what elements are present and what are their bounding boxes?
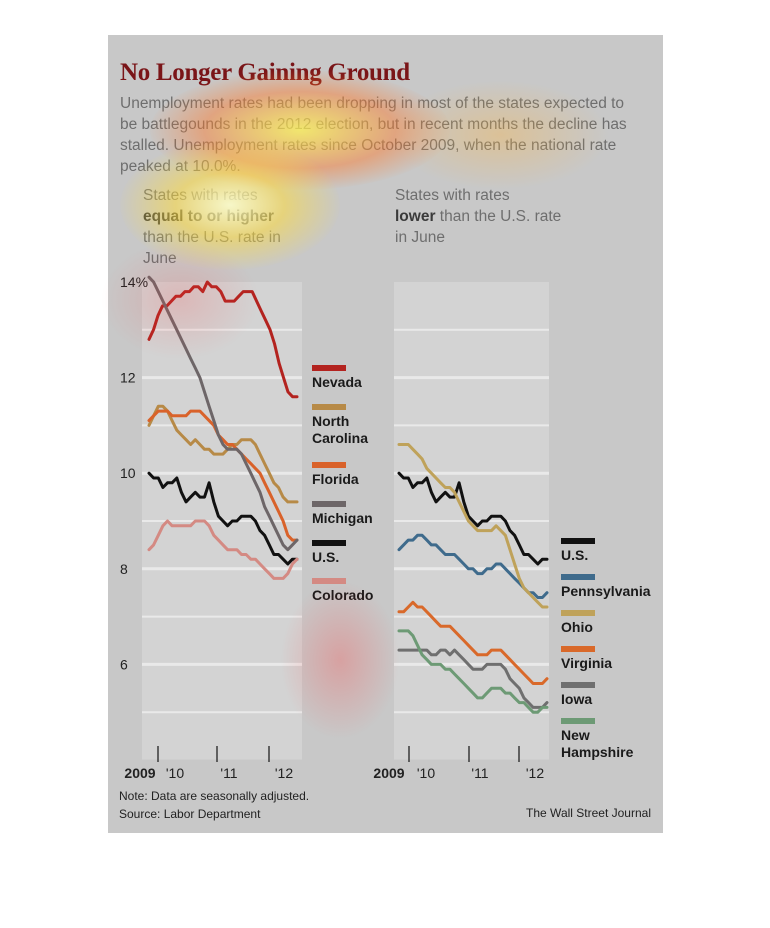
legend-swatch bbox=[312, 540, 346, 546]
right-heading-pre: States with rates bbox=[395, 187, 510, 204]
legend-label: Michigan bbox=[312, 510, 373, 526]
legend-swatch bbox=[312, 462, 346, 468]
legend-north-carolina-left: North Carolina bbox=[312, 404, 368, 447]
legend-virginia-right: Virginia bbox=[561, 646, 612, 672]
legend-colorado-left: Colorado bbox=[312, 578, 373, 604]
y-tick-label: 8 bbox=[120, 561, 128, 577]
x-tick-label: '10 bbox=[166, 765, 184, 781]
legend-swatch bbox=[561, 646, 595, 652]
series-line-north-carolina-left bbox=[147, 404, 299, 504]
y-tick-label: 6 bbox=[120, 656, 128, 672]
legend-label: U.S. bbox=[312, 549, 340, 565]
legend-florida-left: Florida bbox=[312, 462, 359, 488]
legend-iowa-right: Iowa bbox=[561, 682, 595, 708]
legend-ohio-right: Ohio bbox=[561, 610, 595, 636]
x-tick-label: '11 bbox=[220, 765, 237, 781]
source-text: Source: Labor Department bbox=[119, 807, 261, 821]
right-heading-post: than the U.S. rate in June bbox=[395, 208, 562, 246]
legend-u-s-right: U.S. bbox=[561, 538, 595, 564]
legend-swatch bbox=[561, 718, 595, 724]
x-tick-label: 2009 bbox=[124, 765, 155, 781]
legend-swatch bbox=[561, 610, 595, 616]
notes: Note: Data are seasonally adjusted. Sour… bbox=[119, 787, 309, 823]
legend-u-s-left: U.S. bbox=[312, 540, 346, 566]
credit-text: The Wall Street Journal bbox=[526, 806, 651, 820]
y-tick-label: 14% bbox=[120, 274, 148, 290]
right-panel-heading: States with rates lower than the U.S. ra… bbox=[395, 185, 565, 248]
x-tick-label: 2009 bbox=[373, 765, 404, 781]
legend-nevada-left: Nevada bbox=[312, 365, 362, 391]
series-line-nevada-left bbox=[147, 280, 299, 399]
legend-label: Colorado bbox=[312, 587, 374, 603]
legend-swatch bbox=[561, 682, 595, 688]
legend-label: Nevada bbox=[312, 374, 362, 390]
series-line-u-s-left bbox=[147, 471, 299, 566]
series-line-virginia-right bbox=[397, 600, 549, 685]
x-tick-label: '11 bbox=[471, 765, 488, 781]
legend-label: Florida bbox=[312, 471, 359, 487]
legend-label: U.S. bbox=[561, 547, 589, 563]
y-tick-label: 10 bbox=[120, 465, 136, 481]
legend-swatch bbox=[561, 538, 595, 544]
legend-label: New Hampshire bbox=[561, 727, 634, 760]
series-line-colorado-left bbox=[147, 519, 299, 580]
legend-label: Pennsylvania bbox=[561, 583, 651, 599]
series-line-ohio-right bbox=[397, 443, 549, 609]
legend-label: North Carolina bbox=[312, 413, 369, 446]
legend-swatch bbox=[312, 501, 346, 507]
right-heading-bold: lower bbox=[395, 208, 436, 225]
legend-michigan-left: Michigan bbox=[312, 501, 373, 527]
series-line-iowa-right bbox=[397, 648, 549, 709]
x-tick-label: '12 bbox=[275, 765, 293, 781]
legend-label: Iowa bbox=[561, 691, 593, 707]
legend-pennsylvania-right: Pennsylvania bbox=[561, 574, 651, 600]
legend-new-hampshire-right: New Hampshire bbox=[561, 718, 633, 761]
legend-label: Virginia bbox=[561, 655, 613, 671]
series-line-new-hampshire-right bbox=[397, 629, 549, 714]
legend-swatch bbox=[312, 578, 346, 584]
legend-swatch bbox=[312, 404, 346, 410]
y-tick-label: 12 bbox=[120, 370, 136, 386]
x-tick-label: '12 bbox=[526, 765, 544, 781]
legend-swatch bbox=[312, 365, 346, 371]
x-tick-label: '10 bbox=[417, 765, 435, 781]
series-line-u-s-right bbox=[397, 471, 549, 566]
legend-label: Ohio bbox=[561, 619, 593, 635]
series-line-michigan-left bbox=[147, 275, 299, 552]
note-text: Note: Data are seasonally adjusted. bbox=[119, 789, 310, 803]
series-line-florida-left bbox=[147, 409, 299, 542]
legend-swatch bbox=[561, 574, 595, 580]
